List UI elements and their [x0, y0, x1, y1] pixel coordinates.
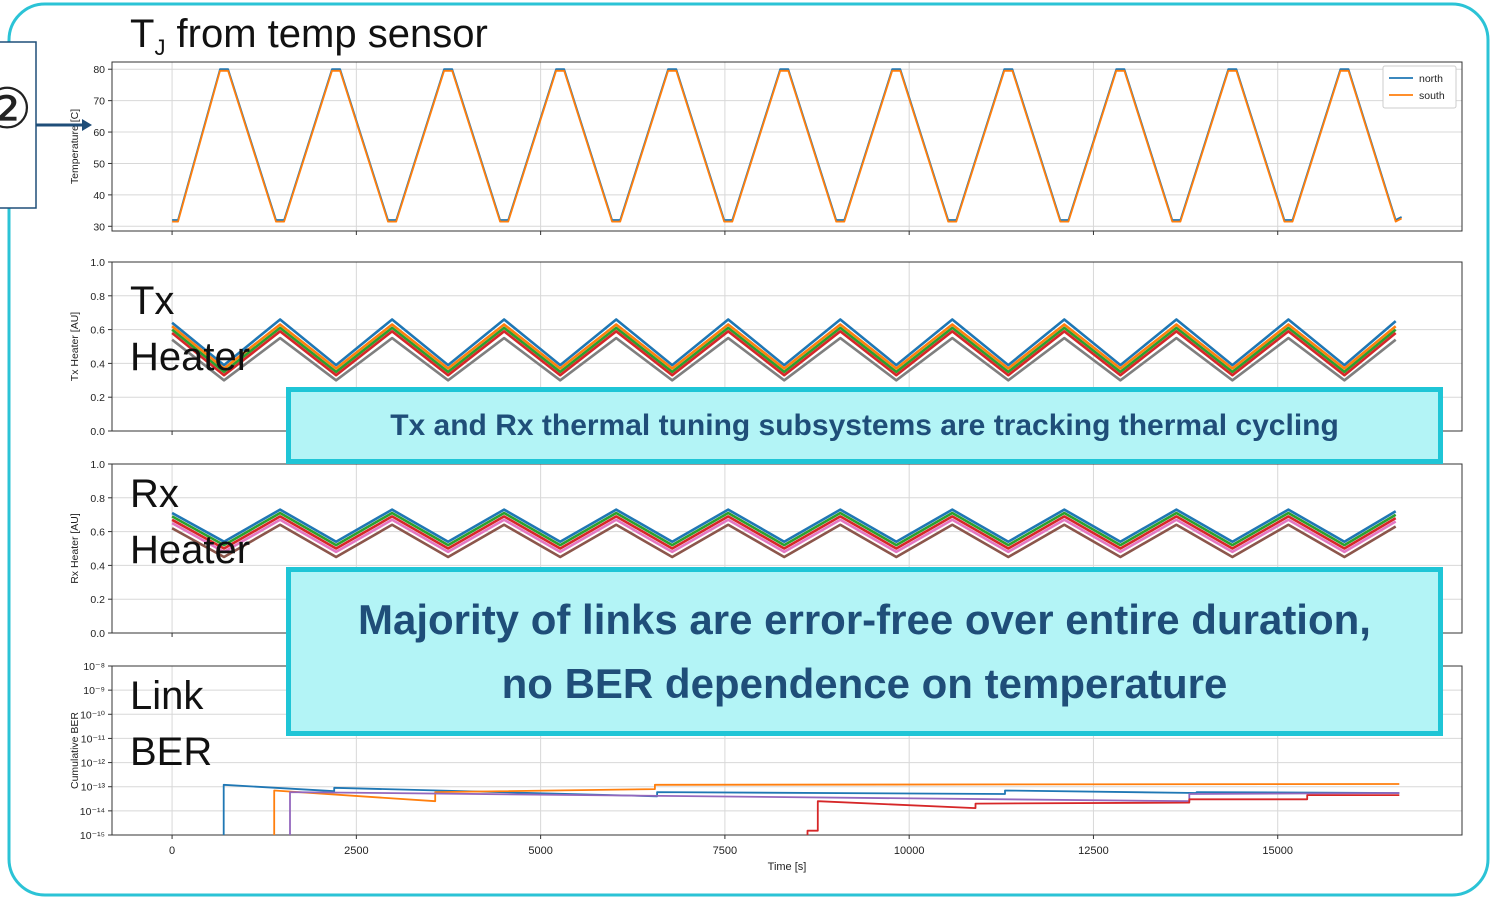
panel-title: Link BER	[130, 668, 240, 780]
panel-title-text: Rx Heater	[130, 472, 251, 572]
y-tick-label: 0.2	[90, 392, 105, 404]
series-line	[171, 508, 1397, 543]
callout: Majority of links are error-free over en…	[286, 567, 1443, 736]
y-tick-label: 10⁻¹³	[81, 782, 106, 794]
y-axis-label: Rx Heater [AU]	[69, 513, 81, 584]
panel-title-text: T	[130, 12, 155, 56]
y-tick-label: 10⁻⁹	[83, 685, 105, 697]
y-tick-label: 50	[93, 158, 105, 170]
plot-frame	[111, 61, 1463, 232]
y-tick-label: 0.4	[90, 358, 105, 370]
x-axis-label: Time [s]	[768, 861, 807, 873]
panel-title: Tx Heater	[130, 273, 250, 385]
callout: Tx and Rx thermal tuning subsystems are …	[286, 387, 1443, 464]
series-line	[171, 515, 1397, 550]
y-tick-label: 30	[93, 221, 105, 233]
series-line	[171, 330, 1397, 377]
y-tick-label: 0.0	[90, 628, 105, 640]
series-line	[172, 69, 1403, 223]
x-tick-label: 2500	[344, 845, 368, 857]
series-line	[222, 783, 1400, 835]
x-tick-label: 7500	[713, 845, 737, 857]
y-tick-label: 10⁻¹⁵	[80, 830, 105, 842]
series-line	[171, 523, 1397, 559]
y-tick-label: 10⁻⁸	[83, 661, 105, 673]
series-line	[171, 323, 1397, 370]
slide-border	[7, 2, 1490, 897]
x-tick-label: 15000	[1262, 845, 1293, 857]
panel-title-text: from temp sensor	[165, 12, 488, 56]
y-tick-label: 60	[93, 127, 105, 139]
x-tick-label: 12500	[1078, 845, 1109, 857]
series-line	[273, 783, 1400, 835]
y-tick-label: 40	[93, 190, 105, 202]
series-line	[171, 518, 1397, 554]
x-tick-label: 10000	[894, 845, 925, 857]
y-tick-label: 10⁻¹¹	[81, 733, 106, 745]
panel-title: Rx Heater	[130, 466, 250, 578]
marker-label: ②	[0, 77, 32, 140]
arrow-head	[82, 119, 92, 131]
y-axis-label: Tx Heater [AU]	[69, 312, 81, 382]
y-tick-label: 80	[93, 64, 105, 76]
panel-title-text: Link BER	[130, 674, 213, 774]
series-line	[806, 794, 1400, 835]
y-tick-label: 1.0	[90, 459, 105, 471]
panel-title: TJ from temp sensor	[130, 6, 730, 76]
x-tick-label: 5000	[528, 845, 552, 857]
y-tick-label: 10⁻¹⁴	[80, 806, 105, 818]
legend-box	[1382, 65, 1457, 109]
y-tick-label: 70	[93, 96, 105, 108]
plots: 30 40 50 60 70 80 Temperature [C] north south 0.0…	[69, 61, 1463, 873]
y-tick-label: 0.6	[90, 527, 105, 539]
series-line	[171, 511, 1397, 547]
series-line	[171, 336, 1397, 382]
series-line	[171, 326, 1397, 374]
y-tick-label: 10⁻¹⁰	[80, 709, 106, 721]
x-tick-label: 0	[169, 845, 175, 857]
panel-title-subscript: J	[154, 35, 166, 60]
y-tick-label: 1.0	[90, 257, 105, 269]
y-tick-label: 10⁻¹²	[81, 758, 106, 770]
plot-border	[111, 61, 1463, 232]
y-tick-label: 0.4	[90, 560, 105, 572]
y-axis-label: Cumulative BER	[69, 712, 81, 789]
legend-label: south	[1419, 90, 1445, 102]
y-tick-label: 0.8	[90, 291, 105, 303]
series-line	[171, 318, 1397, 367]
y-tick-label: 0.8	[90, 493, 105, 505]
legend-label: north	[1419, 73, 1443, 85]
y-tick-label: 0.0	[90, 426, 105, 438]
y-axis-label: Temperature [C]	[69, 109, 81, 184]
y-tick-label: 0.6	[90, 325, 105, 337]
panel-title-text: Tx Heater	[130, 279, 251, 379]
y-tick-label: 0.2	[90, 594, 105, 606]
